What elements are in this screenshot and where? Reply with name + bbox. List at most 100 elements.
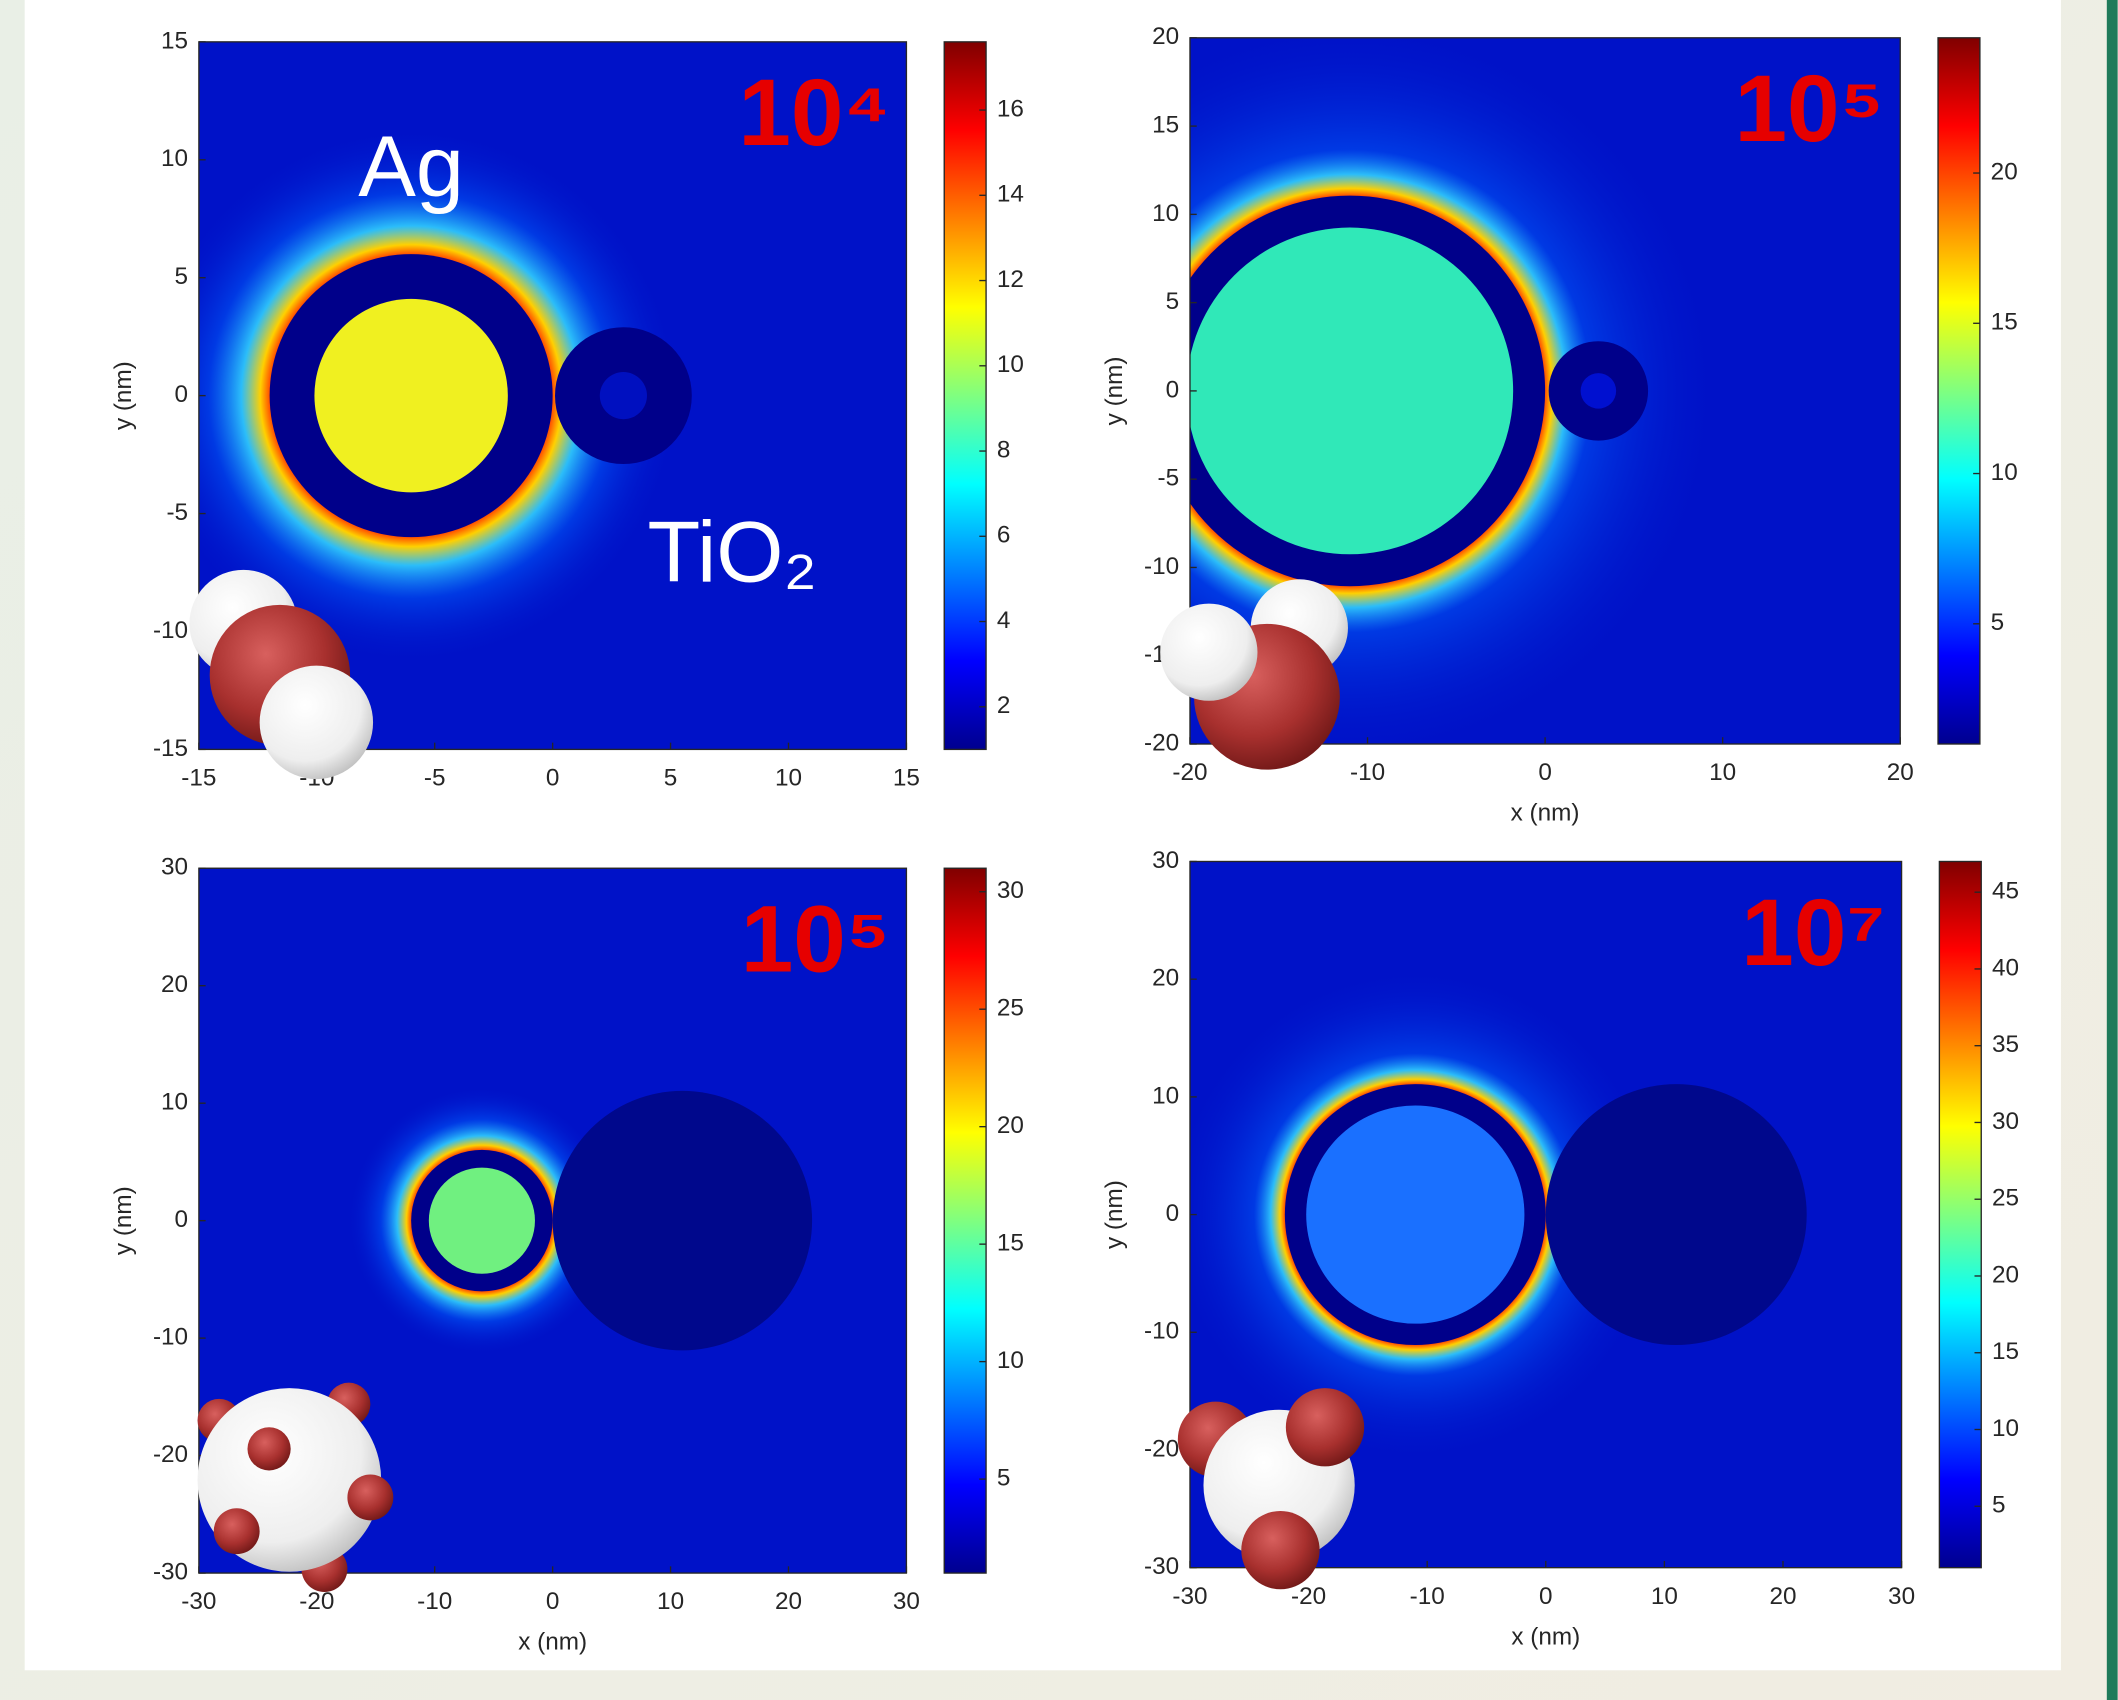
y-tick-label: 0 xyxy=(175,1206,189,1233)
edge-stripe xyxy=(2107,0,2118,1700)
x-tick-label: -20 xyxy=(299,1588,334,1615)
colorbar-tick-label: 20 xyxy=(997,1112,1024,1139)
colorbar-tick-label: 30 xyxy=(997,877,1024,904)
y-tick-label: 5 xyxy=(1166,288,1180,315)
colorbar-tick-label: 25 xyxy=(1992,1185,2019,1212)
colorbar-tick-label: 2 xyxy=(997,692,1011,719)
y-tick-label: 0 xyxy=(1166,376,1180,403)
y-tick-label: -30 xyxy=(1144,1553,1179,1580)
y-tick-label: -30 xyxy=(153,1558,188,1585)
x-tick-label: -20 xyxy=(1291,1583,1326,1610)
y-tick-label: 5 xyxy=(175,263,189,290)
particle-label: TiO₂ xyxy=(648,504,818,600)
y-tick-label: 30 xyxy=(161,854,188,881)
y-tick-label: 20 xyxy=(161,971,188,998)
colorbar-tick-label: 15 xyxy=(1992,1338,2019,1365)
y-tick-label: 10 xyxy=(161,1089,188,1116)
x-tick-label: 30 xyxy=(1888,1583,1915,1610)
colorbar-tick-label: 10 xyxy=(1991,459,2018,486)
x-tick-label: -5 xyxy=(424,765,446,792)
particle-shell xyxy=(553,1091,812,1350)
y-tick-label: 0 xyxy=(1166,1200,1180,1227)
y-tick-label: -10 xyxy=(153,617,188,644)
y-tick-label: 0 xyxy=(175,381,189,408)
x-tick-label: 10 xyxy=(775,765,802,792)
colorbar xyxy=(944,868,986,1573)
x-tick-label: 20 xyxy=(775,1588,802,1615)
figure: AgTiO₂-15-10-5051015-15-10-5051015y (nm)… xyxy=(0,0,2118,1700)
colorbar-tick-label: 10 xyxy=(997,351,1024,378)
particle-label: Ag xyxy=(358,119,464,215)
y-axis-label: y (nm) xyxy=(1101,1180,1128,1249)
colorbar-tick-label: 5 xyxy=(997,1465,1011,1492)
y-tick-label: 20 xyxy=(1152,965,1179,992)
x-tick-label: 20 xyxy=(1769,1583,1796,1610)
particle-shell xyxy=(1546,1084,1807,1345)
colorbar xyxy=(1938,38,1980,744)
x-tick-label: 0 xyxy=(546,765,560,792)
particle-core xyxy=(1186,228,1513,555)
y-tick-label: -20 xyxy=(1144,1435,1179,1462)
particle-core xyxy=(1306,1105,1524,1323)
colorbar-tick-label: 20 xyxy=(1992,1261,2019,1288)
x-tick-label: -10 xyxy=(417,1588,452,1615)
x-tick-label: -15 xyxy=(181,765,216,792)
colorbar-tick-label: 10 xyxy=(1992,1415,2019,1442)
y-tick-label: -20 xyxy=(153,1441,188,1468)
particle-core xyxy=(600,372,647,419)
x-tick-label: 10 xyxy=(657,1588,684,1615)
colorbar-tick-label: 5 xyxy=(1992,1492,2006,1519)
y-tick-label: -20 xyxy=(1144,729,1179,756)
x-tick-label: -30 xyxy=(1172,1583,1207,1610)
colorbar-tick-label: 40 xyxy=(1992,954,2019,981)
colorbar xyxy=(1939,861,1981,1567)
y-axis-label: y (nm) xyxy=(110,361,137,430)
y-tick-label: -5 xyxy=(1158,465,1180,492)
x-tick-label: -10 xyxy=(1410,1583,1445,1610)
x-tick-label: 10 xyxy=(1709,759,1736,786)
y-tick-label: 15 xyxy=(161,27,188,54)
colorbar-tick-label: 14 xyxy=(997,181,1024,208)
colorbar-tick-label: 30 xyxy=(1992,1108,2019,1135)
y-tick-label: 15 xyxy=(1152,112,1179,139)
colorbar-tick-label: 8 xyxy=(997,436,1011,463)
x-axis-label: x (nm) xyxy=(1511,1623,1580,1650)
colorbar xyxy=(944,42,986,750)
y-tick-label: -10 xyxy=(153,1324,188,1351)
x-tick-label: -10 xyxy=(1350,759,1385,786)
particle-core xyxy=(314,299,507,492)
colorbar-tick-label: 4 xyxy=(997,607,1011,634)
page: AgTiO₂-15-10-5051015-15-10-5051015y (nm)… xyxy=(0,0,2118,1700)
particle-core xyxy=(429,1168,535,1274)
annotation: 10⁴ xyxy=(738,60,890,166)
x-tick-label: 0 xyxy=(1538,759,1552,786)
x-tick-label: 20 xyxy=(1887,759,1914,786)
y-tick-label: 30 xyxy=(1152,847,1179,874)
y-tick-label: -10 xyxy=(1144,553,1179,580)
colorbar-tick-label: 5 xyxy=(1991,609,2005,636)
x-tick-label: -30 xyxy=(181,1588,216,1615)
y-axis-label: y (nm) xyxy=(110,1186,137,1255)
x-tick-label: 15 xyxy=(893,765,920,792)
colorbar-tick-label: 10 xyxy=(997,1347,1024,1374)
y-axis-label: y (nm) xyxy=(1101,356,1128,425)
y-tick-label: 10 xyxy=(161,145,188,172)
y-tick-label: 20 xyxy=(1152,23,1179,50)
y-tick-label: -5 xyxy=(166,499,188,526)
x-tick-label: 30 xyxy=(893,1588,920,1615)
annotation: 10⁵ xyxy=(1735,56,1885,162)
x-axis-label: x (nm) xyxy=(1511,800,1580,827)
x-tick-label: -20 xyxy=(1172,759,1207,786)
colorbar-tick-label: 35 xyxy=(1992,1031,2019,1058)
colorbar-tick-label: 15 xyxy=(997,1230,1024,1257)
x-tick-label: 0 xyxy=(546,1588,560,1615)
annotation: 10⁵ xyxy=(741,887,891,993)
x-tick-label: 10 xyxy=(1651,1583,1678,1610)
x-axis-label: x (nm) xyxy=(518,1629,587,1656)
annotation: 10⁷ xyxy=(1741,880,1885,986)
colorbar-tick-label: 16 xyxy=(997,95,1024,122)
y-tick-label: 10 xyxy=(1152,200,1179,227)
colorbar-tick-label: 20 xyxy=(1991,158,2018,185)
y-tick-label: 10 xyxy=(1152,1082,1179,1109)
x-tick-label: 0 xyxy=(1539,1583,1553,1610)
